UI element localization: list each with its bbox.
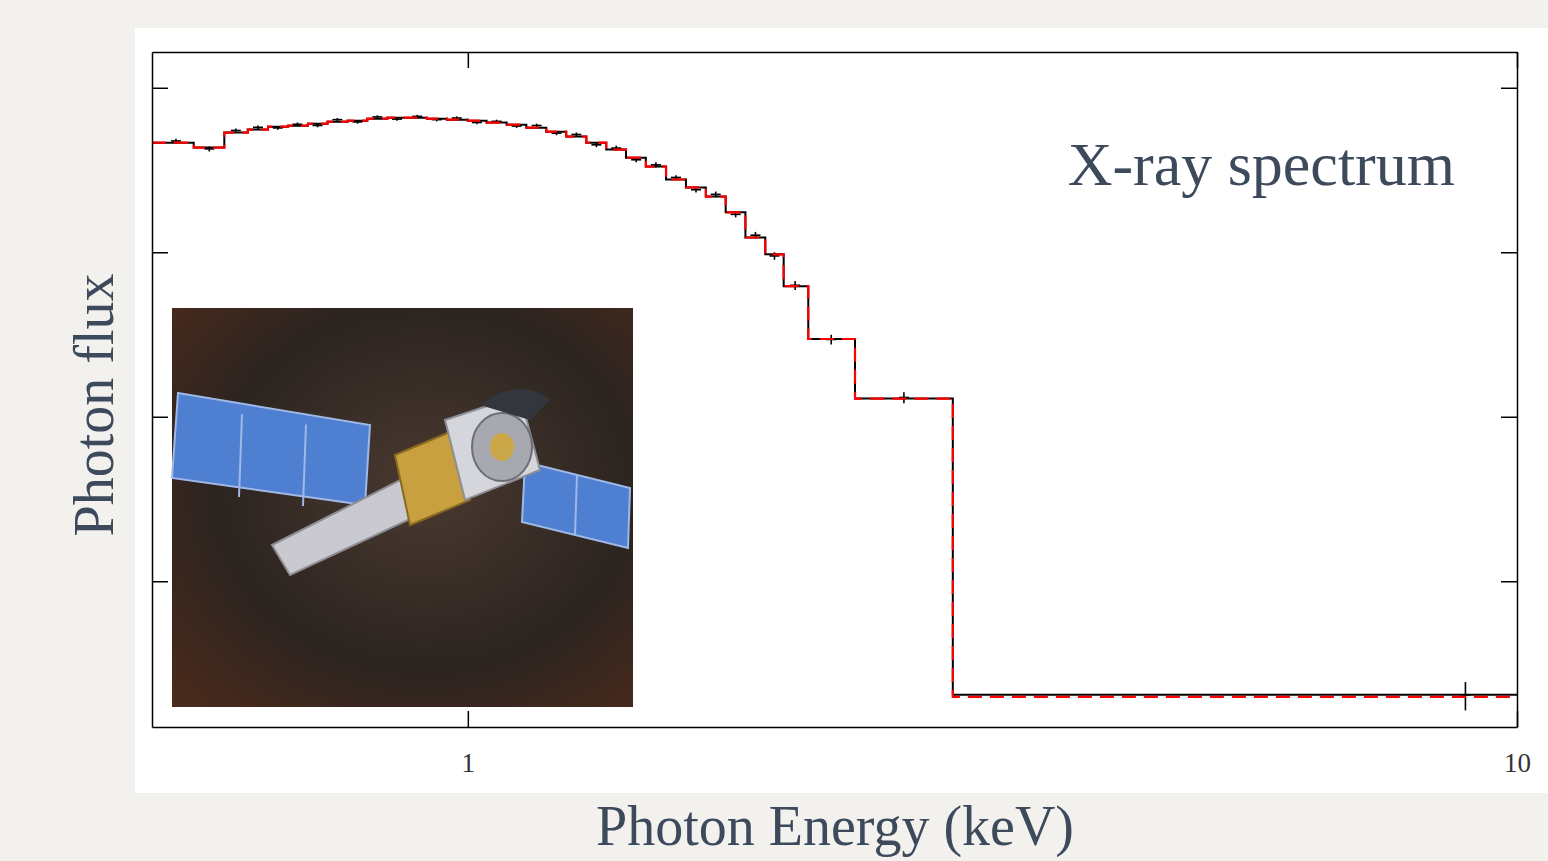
panel-seam <box>303 424 306 505</box>
chart: 1 10 X-ray spectrum Photon Energy (keV) Phot… <box>0 0 1548 861</box>
sunshade <box>480 389 550 420</box>
tick <box>152 252 168 253</box>
tick <box>1501 252 1517 253</box>
tick-mark <box>468 711 470 727</box>
axis-line <box>153 52 1518 54</box>
axis-line <box>1517 53 1519 728</box>
panel-seam <box>575 475 577 535</box>
tick <box>152 417 168 418</box>
inset-image <box>172 308 633 707</box>
aperture <box>472 413 532 481</box>
tick-mark <box>1501 88 1517 90</box>
annotation: X-ray spectrum <box>1068 130 1455 198</box>
x-axis-top <box>153 52 1518 68</box>
point-cross <box>731 214 741 216</box>
solar-panel <box>522 462 630 548</box>
background <box>0 0 1548 861</box>
tick <box>1501 581 1517 582</box>
figure-panel <box>135 28 1548 793</box>
tick <box>468 52 469 68</box>
tick-mark <box>468 52 470 68</box>
tick-mark <box>152 417 168 419</box>
inset-backdrop <box>172 308 633 707</box>
point-cross <box>231 130 241 132</box>
point-cross <box>631 159 641 161</box>
point-cross <box>313 125 323 127</box>
tick-mark <box>1501 417 1517 419</box>
point-cross <box>372 116 382 118</box>
panel-seam <box>239 414 242 497</box>
solar-panel <box>172 393 370 505</box>
point-cross <box>571 134 581 136</box>
tick-mark <box>1501 581 1517 583</box>
y-axis-title: Photon flux <box>63 274 125 537</box>
point-cross <box>651 164 661 166</box>
x-axis: 1 10 <box>153 711 1532 778</box>
tick <box>1501 417 1517 418</box>
point-cross <box>591 144 601 146</box>
tick-label: 1 <box>462 748 476 778</box>
aperture-center <box>490 433 514 461</box>
point-cross <box>472 122 482 124</box>
y-axis <box>152 53 168 728</box>
tick: 1 <box>462 711 476 778</box>
point-cross <box>253 127 263 129</box>
tick <box>152 581 168 582</box>
y-axis-right <box>1501 53 1518 728</box>
tick-mark <box>152 581 168 583</box>
tick-mark <box>152 88 168 90</box>
point-cross <box>750 234 760 236</box>
point-cross <box>671 177 681 179</box>
tick <box>152 88 168 89</box>
point-cross <box>332 119 342 121</box>
point-cross <box>691 189 701 191</box>
point-cross <box>171 140 181 142</box>
tick-mark <box>152 252 168 254</box>
plot-area <box>152 115 1517 711</box>
axis-line <box>152 53 154 728</box>
tick <box>1501 88 1517 89</box>
tick-mark <box>1501 252 1517 254</box>
satellite <box>172 389 630 575</box>
x-axis-title: Photon Energy (keV) <box>596 795 1074 858</box>
axis-line <box>153 727 1518 729</box>
point-cross <box>532 125 542 127</box>
tick-label: 10 <box>1504 748 1531 778</box>
point-cross <box>711 194 721 196</box>
